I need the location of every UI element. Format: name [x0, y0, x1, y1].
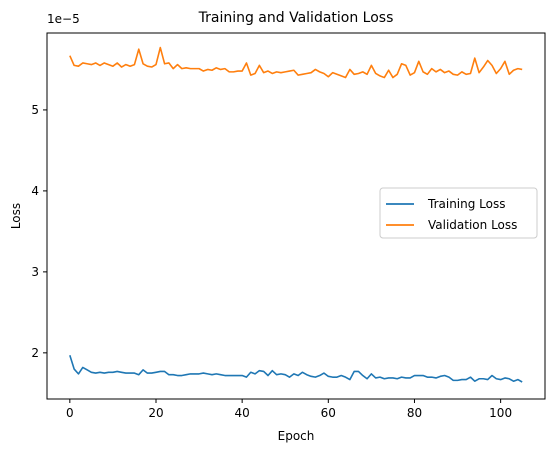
y-tick-label: 2 [31, 346, 39, 360]
x-axis-label: Epoch [278, 429, 315, 443]
x-tick-label: 60 [321, 406, 336, 420]
legend: Training Loss Validation Loss [379, 187, 538, 239]
x-tick-label: 100 [489, 406, 512, 420]
y-tick-label: 4 [31, 184, 39, 198]
legend-label-training: Training Loss [427, 197, 505, 211]
series-line-training-loss [69, 355, 523, 383]
x-tick-label: 0 [66, 406, 74, 420]
y-tick-label: 5 [31, 103, 39, 117]
x-tick-label: 20 [148, 406, 163, 420]
x-tick-label: 80 [407, 406, 422, 420]
y-axis-label: Loss [9, 203, 23, 229]
y-axis-ticks: 2 3 4 5 [31, 103, 47, 360]
axes-frame [46, 32, 546, 400]
series-line-validation-loss [69, 46, 523, 79]
x-axis-ticks: 0 20 40 60 80 100 [66, 399, 512, 420]
y-tick-label: 3 [31, 265, 39, 279]
x-tick-label: 40 [235, 406, 250, 420]
chart-title: Training and Validation Loss [198, 10, 394, 26]
y-offset-text: 1e−5 [47, 12, 80, 26]
legend-label-validation: Validation Loss [428, 218, 517, 232]
legend-box [379, 187, 538, 239]
plot-area [69, 46, 523, 383]
